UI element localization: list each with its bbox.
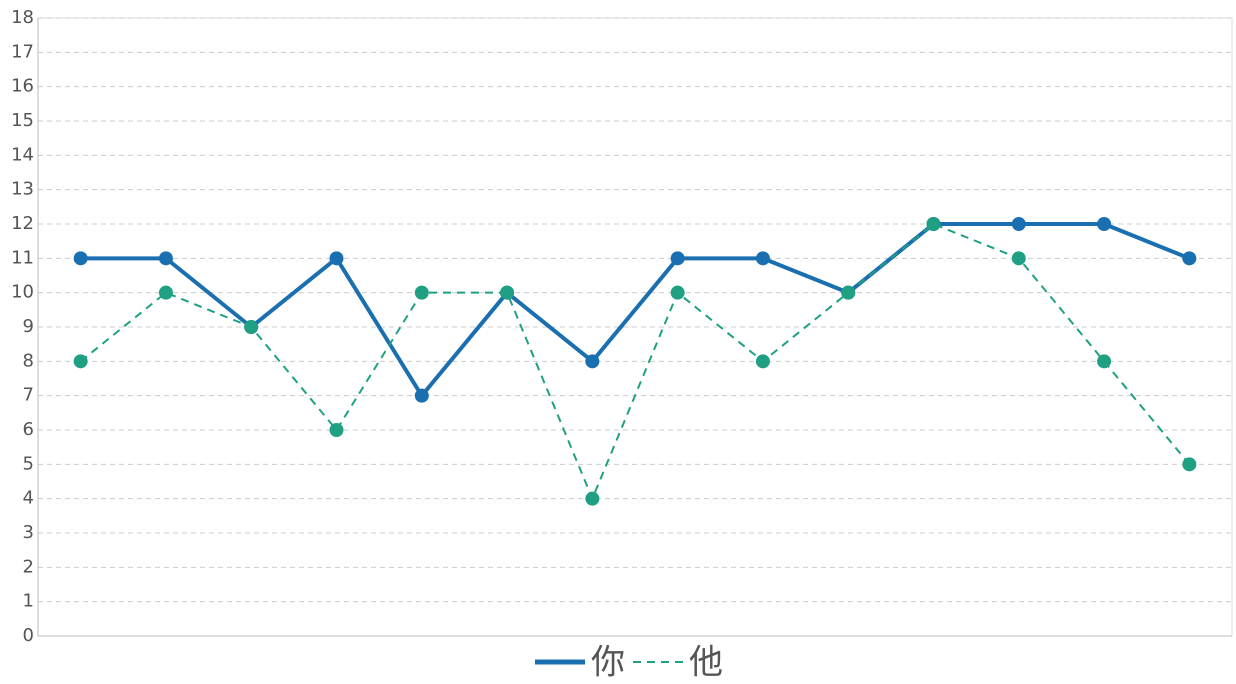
y-tick-label: 17 <box>11 41 34 62</box>
series-line <box>80 223 1191 500</box>
y-tick-label: 8 <box>23 350 34 371</box>
data-point <box>1182 251 1197 266</box>
data-point <box>755 354 770 369</box>
data-point <box>670 285 685 300</box>
data-point <box>841 285 856 300</box>
legend: 你他 <box>535 643 723 683</box>
y-tick-label: 9 <box>23 316 34 337</box>
data-point <box>755 251 770 266</box>
data-point <box>329 251 344 266</box>
legend-label: 你 <box>591 643 625 683</box>
y-tick-label: 13 <box>11 179 34 200</box>
y-tick-label: 4 <box>23 488 34 509</box>
data-point <box>1011 217 1026 231</box>
y-tick-label: 15 <box>11 110 34 131</box>
data-point <box>585 491 600 506</box>
y-tick-label: 2 <box>23 556 34 577</box>
data-point <box>244 320 259 334</box>
data-point <box>1097 217 1112 231</box>
y-tick-label: 1 <box>23 591 34 612</box>
y-tick-label: 7 <box>23 385 34 406</box>
data-point <box>1011 251 1026 266</box>
y-tick-label: 16 <box>11 76 34 97</box>
data-point <box>73 251 88 266</box>
y-tick-label: 0 <box>23 625 34 646</box>
data-point <box>1097 354 1112 369</box>
data-point <box>158 285 173 300</box>
data-point <box>158 251 173 266</box>
data-point <box>500 285 515 300</box>
data-point <box>414 285 429 300</box>
data-point <box>926 217 941 231</box>
y-tick-label: 12 <box>11 213 34 234</box>
y-tick-label: 10 <box>11 282 34 303</box>
data-point <box>670 251 685 266</box>
y-tick-label: 11 <box>11 247 34 268</box>
y-tick-label: 14 <box>11 144 34 165</box>
y-tick-label: 3 <box>23 522 34 543</box>
data-point <box>585 354 600 369</box>
data-point <box>1182 457 1197 472</box>
series-line <box>80 222 1191 398</box>
y-tick-label: 18 <box>11 7 34 28</box>
y-tick-label: 5 <box>23 453 34 474</box>
data-point <box>73 354 88 369</box>
legend-label: 他 <box>689 643 723 683</box>
data-point <box>329 423 344 437</box>
data-point <box>414 388 429 403</box>
y-tick-label: 6 <box>23 419 34 440</box>
